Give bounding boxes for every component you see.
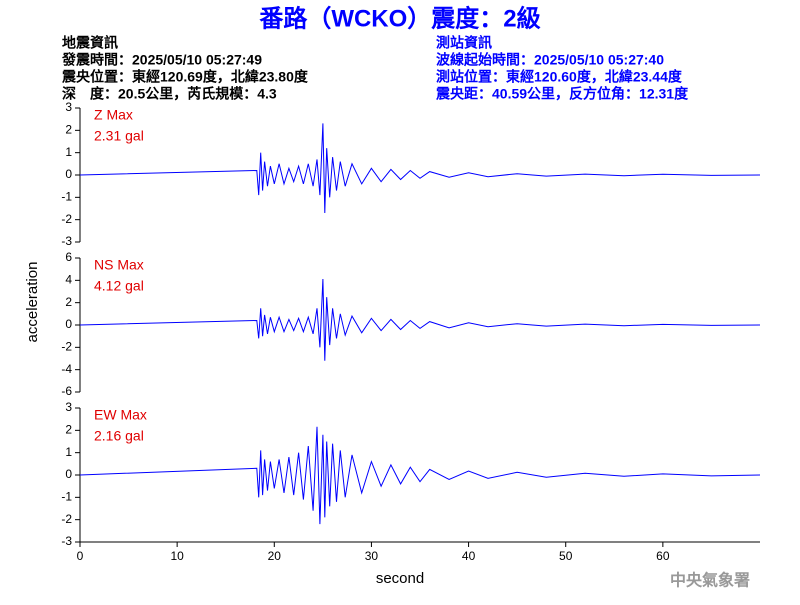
y-tick-label: 0 [65, 467, 72, 481]
y-tick-label: 2 [65, 423, 72, 437]
x-tick-label: 20 [268, 549, 282, 563]
station-info: 波線起始時間：2025/05/10 05:27:40 [436, 52, 664, 68]
x-tick-label: 50 [559, 549, 573, 563]
y-tick-label: -6 [61, 384, 72, 398]
y-tick-label: -4 [61, 362, 72, 376]
waveform [79, 426, 761, 525]
y-tick-label: 2 [65, 123, 72, 137]
station-info: 測站資訊 [436, 35, 492, 51]
x-tick-label: 60 [656, 549, 670, 563]
channel-label: EW Max [94, 407, 147, 423]
y-tick-label: 6 [65, 250, 72, 264]
x-tick-label: 40 [462, 549, 476, 563]
y-tick-label: 1 [65, 145, 72, 159]
station-info: 測站位置：東經120.60度，北緯23.44度 [436, 69, 683, 85]
y-tick-label: 2 [65, 295, 72, 309]
y-tick-label: -1 [61, 190, 72, 204]
channel-label: NS Max [94, 257, 144, 273]
y-tick-label: 4 [65, 273, 72, 287]
max-label: 2.16 gal [94, 428, 144, 444]
y-tick-label: -3 [61, 534, 72, 548]
chart-title: 番路（WCKO）震度：2級 [258, 4, 540, 32]
y-tick-label: 3 [65, 400, 72, 414]
max-label: 2.31 gal [94, 128, 144, 144]
x-tick-label: 10 [170, 549, 184, 563]
footer: 中央氣象署 [670, 571, 750, 590]
x-tick-label: 30 [365, 549, 379, 563]
event-info: 地震資訊 [62, 35, 118, 51]
event-info: 震央位置：東經120.69度，北緯23.80度 [61, 69, 309, 85]
x-tick-label: 0 [77, 549, 84, 563]
x-axis-label: second [376, 570, 424, 587]
y-tick-label: -2 [61, 212, 72, 226]
y-tick-label: -2 [61, 512, 72, 526]
y-tick-label: 1 [65, 445, 72, 459]
y-tick-label: 3 [65, 100, 72, 114]
y-tick-label: 0 [65, 317, 72, 331]
waveform [79, 278, 761, 361]
y-tick-label: -1 [61, 490, 72, 504]
y-tick-label: -3 [61, 234, 72, 248]
y-tick-label: -2 [61, 340, 72, 354]
channel-label: Z Max [94, 107, 133, 123]
y-tick-label: 0 [65, 167, 72, 181]
max-label: 4.12 gal [94, 278, 144, 294]
event-info: 深 度：20.5公里，芮氏規模：4.3 [62, 86, 277, 102]
y-axis-label: acceleration [24, 262, 41, 343]
waveform [79, 123, 761, 214]
station-info: 震央距：40.59公里，反方位角：12.31度 [435, 86, 689, 102]
event-info: 發震時間：2025/05/10 05:27:49 [61, 52, 262, 68]
